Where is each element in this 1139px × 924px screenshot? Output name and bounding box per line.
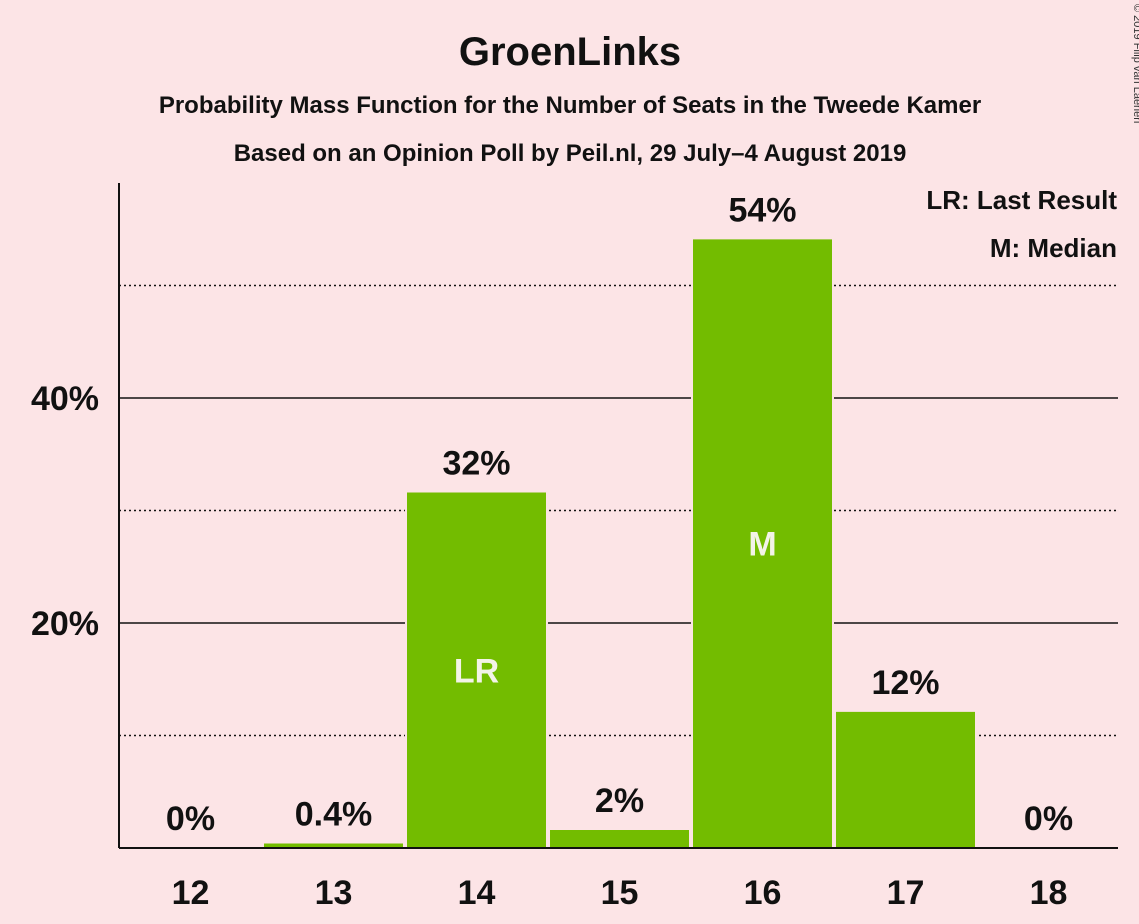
bar-14 <box>407 492 546 848</box>
bar-16 <box>693 239 832 848</box>
copyright-note: © 2019 Filip van Laenen <box>1131 4 1139 123</box>
axes <box>118 183 1118 849</box>
bars <box>262 237 977 848</box>
bar-mark-LR: LR <box>454 652 499 690</box>
legend-last-result: LR: Last Result <box>926 185 1117 215</box>
x-tick-label: 16 <box>744 874 782 912</box>
chart-subtitle-1: Probability Mass Function for the Number… <box>159 92 981 119</box>
y-tick-label: 40% <box>31 380 99 418</box>
x-tick-label: 18 <box>1030 874 1068 912</box>
x-tick-label: 14 <box>458 874 496 912</box>
x-tick-label: 12 <box>172 874 210 912</box>
chart-title: GroenLinks <box>459 30 681 74</box>
labels: 0% 12 0.4% 13 32% LR 14 2% 15 54% M 16 12% 17 0% 18 20% 4… <box>31 191 1073 912</box>
data-label-12: 0% <box>166 800 215 838</box>
chart-subtitle-2: Based on an Opinion Poll by Peil.nl, 29 … <box>234 140 907 167</box>
x-tick-label: 15 <box>601 874 639 912</box>
legend-median: M: Median <box>990 233 1117 263</box>
bar-17 <box>836 711 975 848</box>
bar-mark-M: M <box>748 526 776 564</box>
y-tick-label: 20% <box>31 605 99 643</box>
data-label-17: 12% <box>871 664 939 702</box>
x-tick-label: 17 <box>887 874 925 912</box>
data-label-18: 0% <box>1024 800 1073 838</box>
data-label-15: 2% <box>595 782 644 820</box>
data-label-13: 0.4% <box>295 796 373 834</box>
data-label-16: 54% <box>728 191 796 229</box>
gridlines <box>119 284 1118 737</box>
bar-15 <box>550 830 689 848</box>
data-label-14: 32% <box>442 445 510 483</box>
x-tick-label: 13 <box>315 874 353 912</box>
bar-13 <box>264 843 403 848</box>
